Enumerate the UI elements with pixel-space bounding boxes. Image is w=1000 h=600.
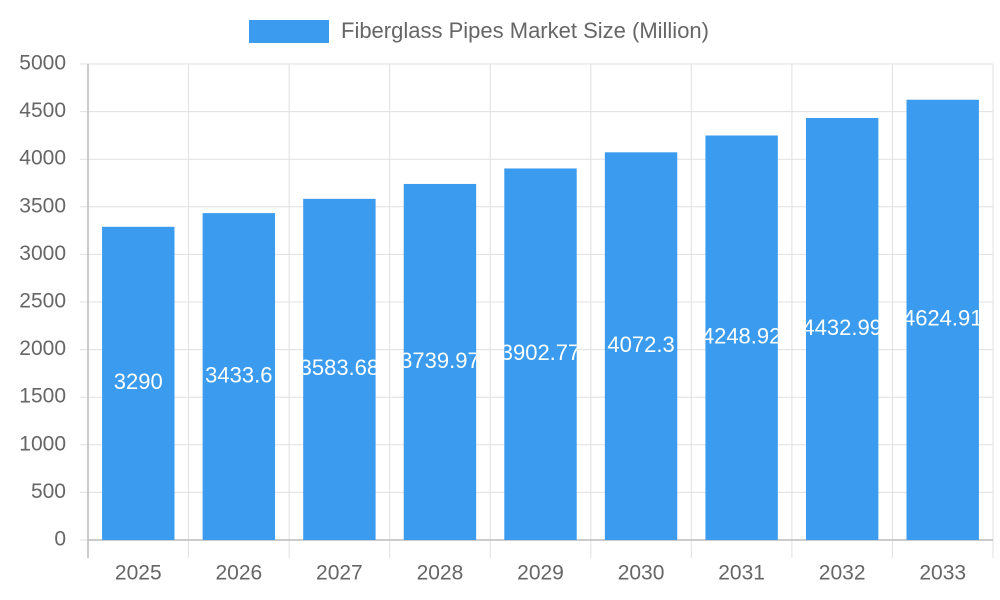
data-label: 3902.77 <box>501 340 581 365</box>
x-tick-label: 2032 <box>819 562 866 585</box>
x-tick-label: 2029 <box>517 562 564 585</box>
bar <box>403 183 477 541</box>
data-label: 4432.99 <box>802 315 882 340</box>
bar <box>504 168 577 540</box>
bar <box>604 152 678 540</box>
y-tick-label: 1500 <box>19 385 66 408</box>
y-tick-label: 4000 <box>19 147 66 170</box>
bar <box>705 135 778 541</box>
y-tick-label: 4500 <box>19 99 66 122</box>
data-label: 4624.91 <box>903 306 983 331</box>
y-tick-label: 2000 <box>19 337 66 360</box>
y-tick-label: 3000 <box>19 242 66 265</box>
y-tick-label: 2500 <box>19 290 66 313</box>
y-tick-label: 1000 <box>19 432 66 455</box>
x-tick-label: 2033 <box>919 562 966 585</box>
legend-label[interactable]: Fiberglass Pipes Market Size (Million) <box>341 18 709 43</box>
y-tick-label: 3500 <box>19 194 66 217</box>
bar <box>102 226 175 541</box>
legend-swatch[interactable] <box>249 20 329 43</box>
data-label: 3739.97 <box>400 348 480 373</box>
x-tick-label: 2031 <box>718 562 765 585</box>
data-label: 3433.6 <box>205 362 272 387</box>
x-tick-label: 2028 <box>417 562 464 585</box>
x-tick-label: 2030 <box>618 562 665 585</box>
bar <box>303 198 376 540</box>
y-tick-label: 0 <box>54 528 66 551</box>
data-label: 3290 <box>114 369 163 394</box>
data-label: 4072.3 <box>607 332 674 357</box>
y-tick-label: 5000 <box>19 52 66 75</box>
y-tick-label: 500 <box>31 480 66 503</box>
x-tick-label: 2025 <box>115 562 162 585</box>
bar <box>202 213 276 540</box>
data-label: 3583.68 <box>300 355 380 380</box>
bar <box>805 117 879 540</box>
bar <box>906 99 979 541</box>
x-tick-label: 2026 <box>215 562 262 585</box>
x-tick-label: 2027 <box>316 562 363 585</box>
data-label: 4248.92 <box>702 324 782 349</box>
